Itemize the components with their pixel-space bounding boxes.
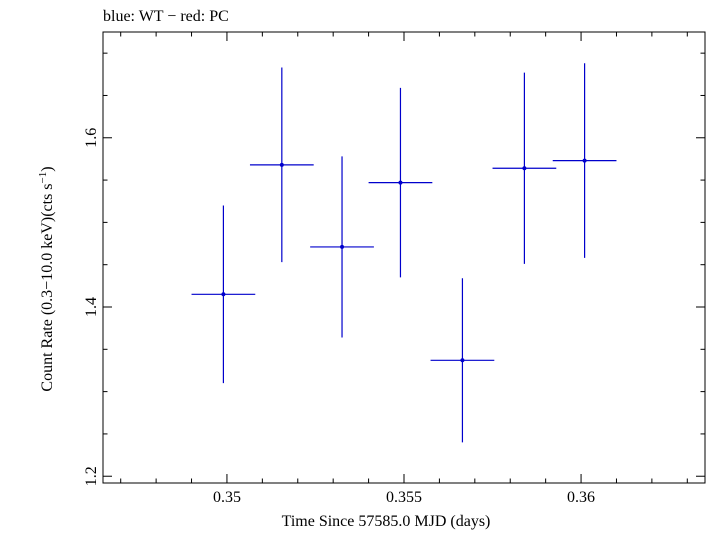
x-tick-label: 0.355 (386, 489, 422, 506)
data-marker (340, 244, 345, 249)
x-tick-label: 0.35 (213, 489, 241, 506)
y-tick-label: 1.4 (83, 297, 100, 317)
data-point (492, 72, 557, 264)
y-tick-label: 1.2 (83, 466, 100, 486)
data-marker (279, 162, 284, 167)
axis-tick-labels: 0.35 0.355 0.36 1.2 1.4 1.6 (83, 128, 595, 506)
data-marker (221, 292, 226, 297)
data-point (430, 278, 495, 443)
x-tick-label: 0.36 (567, 489, 595, 506)
data-marker (398, 180, 403, 185)
data-point (552, 63, 617, 258)
y-axis-label-main: Count Rate (0.3−10.0 keV)(cts s (39, 183, 56, 391)
data-marker (522, 166, 527, 171)
data-point (310, 156, 374, 338)
data-point (368, 87, 433, 278)
data-point (191, 205, 256, 384)
chart-title: blue: WT − red: PC (103, 8, 229, 25)
y-axis-label-close: ) (39, 166, 56, 171)
y-axis-label-exponent: −1 (37, 172, 49, 184)
x-axis-label: Time Since 57585.0 MJD (days) (282, 513, 491, 530)
data-points (191, 63, 617, 443)
data-marker (582, 158, 587, 163)
plot-frame (102, 31, 706, 484)
axis-ticks (103, 32, 705, 483)
data-point (249, 67, 314, 263)
y-axis-label: Count Rate (0.3−10.0 keV)(cts s−1) (37, 166, 56, 391)
data-marker (460, 358, 465, 363)
y-tick-label: 1.6 (83, 128, 100, 148)
